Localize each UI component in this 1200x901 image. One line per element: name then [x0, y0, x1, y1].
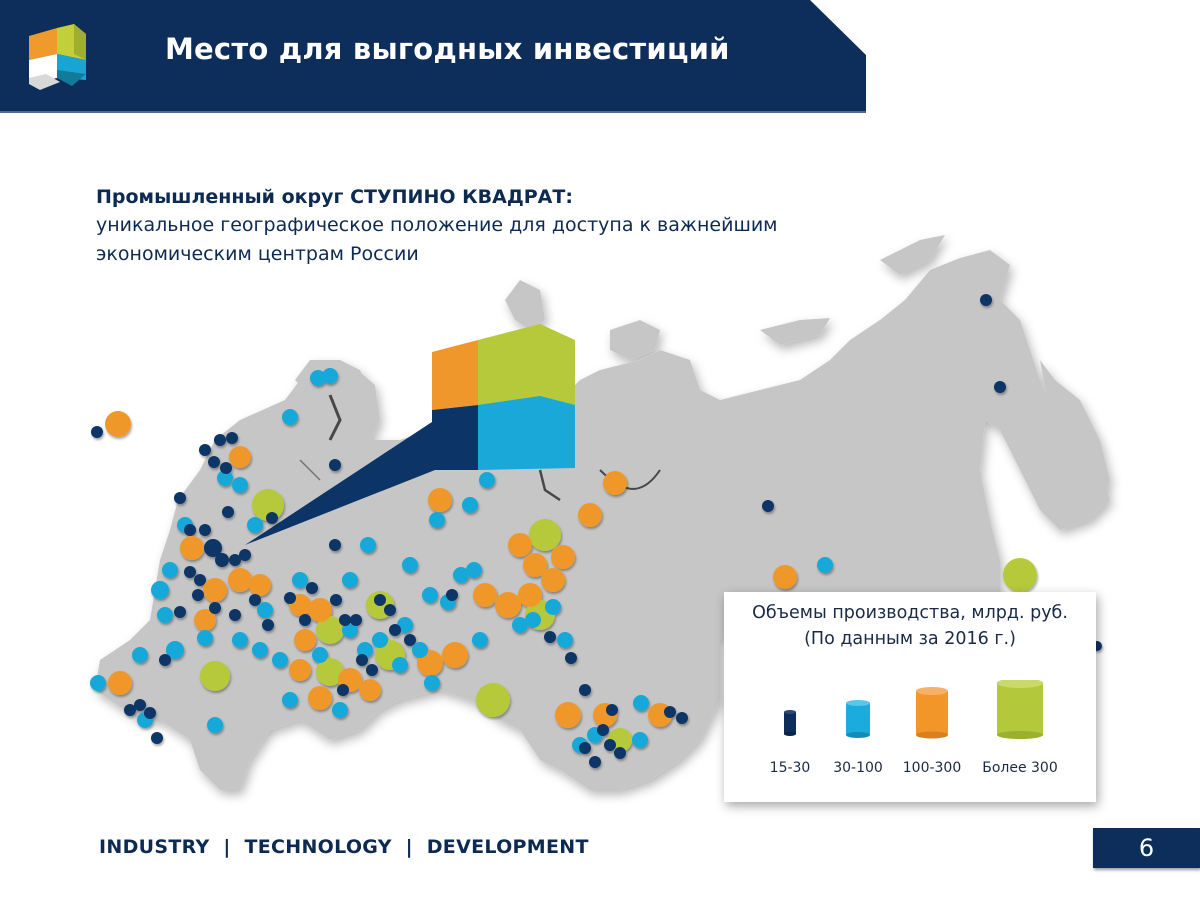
callout-cube	[432, 324, 575, 470]
footer-tagline: INDUSTRY | TECHNOLOGY | DEVELOPMENT	[99, 836, 589, 858]
legend-label: Более 300	[982, 760, 1058, 776]
legend-item-100-300: 100-300	[892, 680, 972, 776]
header-bar: Место для выгодных инвестиций	[0, 0, 868, 113]
cube-logo-icon	[26, 22, 88, 90]
subtitle-line-1: уникальное географическое положение для …	[96, 214, 778, 236]
subtitle-heading: Промышленный округ СТУПИНО КВАДРАТ:	[96, 186, 573, 208]
small-dark-blue-cylinder-icon	[784, 710, 796, 736]
header-background	[0, 0, 866, 113]
legend-title-line-2: (По данным за 2016 г.)	[804, 629, 1016, 649]
green-cylinder-icon	[997, 678, 1043, 739]
subtitle-block: Промышленный округ СТУПИНО КВАДРАТ: уник…	[96, 183, 778, 269]
legend-item-30-100: 30-100	[818, 680, 898, 776]
legend-item-15-30: 15-30	[750, 680, 830, 776]
legend-label: 100-300	[902, 760, 962, 776]
page-title: Место для выгодных инвестиций	[165, 32, 730, 66]
subtitle-line-2: экономическим центрам России	[96, 243, 419, 265]
legend-label: 30-100	[833, 760, 883, 776]
orange-cylinder-icon	[916, 687, 948, 739]
light-blue-cylinder-icon	[846, 700, 870, 738]
legend-box: Объемы производства, млрд. руб. (По данн…	[724, 592, 1096, 802]
legend-label: 15-30	[769, 760, 811, 776]
legend-title: Объемы производства, млрд. руб. (По данн…	[724, 600, 1096, 652]
page-number: 6	[1093, 828, 1200, 868]
legend-item-more-300: Более 300	[980, 678, 1060, 776]
legend-title-line-1: Объемы производства, млрд. руб.	[752, 603, 1068, 623]
